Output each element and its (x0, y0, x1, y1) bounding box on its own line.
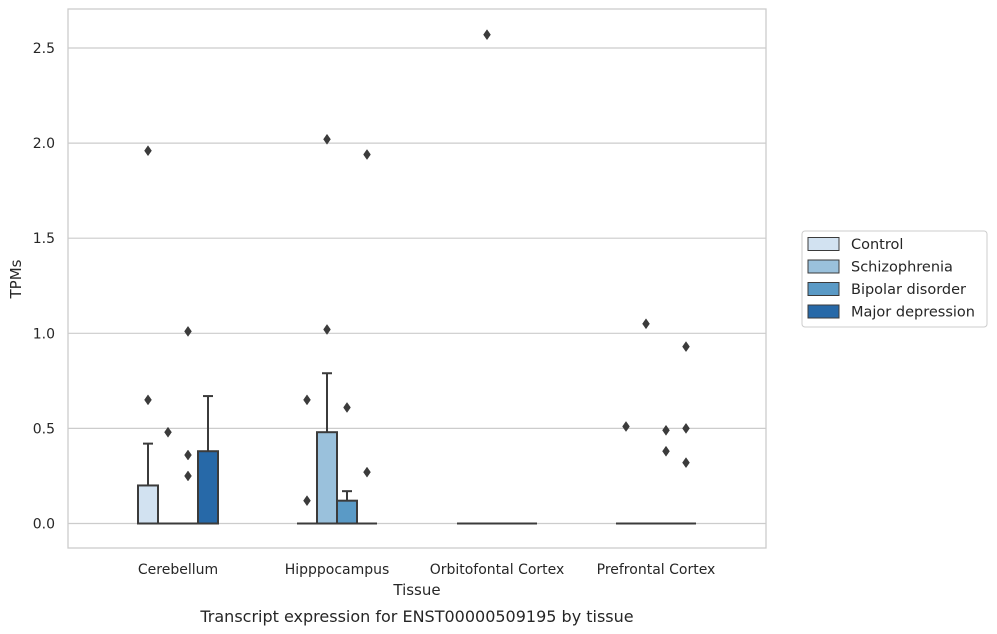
y-tick-label: 1.5 (33, 231, 55, 247)
x-tick-label: Hipppocampus (285, 562, 390, 578)
outlier-point (184, 449, 192, 461)
box-group (297, 394, 317, 525)
outlier-point (662, 445, 670, 457)
boxes (137, 29, 696, 525)
outlier-point (184, 470, 192, 482)
outlier-point (164, 426, 172, 438)
box (336, 499, 358, 525)
box-group (137, 145, 159, 525)
outlier-point (323, 324, 331, 335)
plot-frame (67, 8, 767, 549)
grid-lines (68, 47, 766, 525)
outlier-point (662, 424, 670, 436)
x-tick-label: Orbitofontal Cortex (430, 562, 565, 578)
box-group (178, 325, 198, 525)
box (316, 431, 338, 525)
x-tick-labels: Cerebellum Hipppocampus Orbitofontal Corte… (138, 562, 715, 578)
legend-label: Control (851, 237, 903, 253)
legend-label: Major depression (851, 305, 975, 321)
outlier-point (363, 149, 371, 160)
box-group (158, 426, 178, 525)
legend-swatch (807, 282, 840, 296)
box-group (477, 29, 497, 525)
outlier-point (343, 402, 351, 413)
x-tick-label: Prefrontal Cortex (597, 562, 716, 578)
outlier-point (363, 466, 371, 478)
y-tick-label: 2.0 (33, 136, 55, 152)
outlier-point (682, 422, 690, 434)
y-tick-label: 2.5 (33, 41, 55, 57)
box-group (316, 133, 338, 525)
outlier-point (642, 318, 650, 330)
box-group (636, 318, 656, 525)
outlier-point (303, 495, 311, 507)
outlier-point (682, 457, 690, 469)
chart-caption: Transcript expression for ENST0000050919… (199, 607, 633, 626)
outlier-point (622, 421, 630, 432)
y-axis-label: TPMs (7, 259, 25, 299)
outlier-point (323, 133, 331, 145)
outlier-point (144, 145, 152, 157)
box-group (676, 341, 696, 525)
outlier-point (303, 394, 311, 406)
legend: Control Schizophrenia Bipolar disorder Majo… (801, 230, 988, 328)
box-group (616, 421, 636, 525)
legend-label: Bipolar disorder (851, 282, 966, 298)
legend-label: Schizophrenia (851, 260, 953, 276)
outlier-point (184, 325, 192, 337)
box-group (656, 424, 676, 525)
box-group (197, 395, 219, 525)
y-tick-label: 1.0 (33, 326, 55, 342)
box-group (336, 402, 358, 525)
legend-swatch (807, 237, 840, 251)
legend-swatch (807, 259, 840, 274)
x-axis-label: Tissue (392, 581, 440, 599)
x-tick-label: Cerebellum (138, 562, 218, 578)
legend-frame (801, 230, 988, 328)
box (197, 450, 219, 525)
y-tick-labels: 0.0 0.5 1.0 1.5 2.0 2.5 (33, 41, 55, 533)
legend-swatch (807, 304, 840, 319)
box-group (357, 149, 377, 525)
y-tick-label: 0.0 (33, 517, 55, 533)
outlier-point (682, 341, 690, 353)
outlier-point (144, 394, 152, 406)
box (137, 484, 159, 525)
outlier-point (483, 29, 491, 41)
y-tick-label: 0.5 (33, 421, 55, 437)
